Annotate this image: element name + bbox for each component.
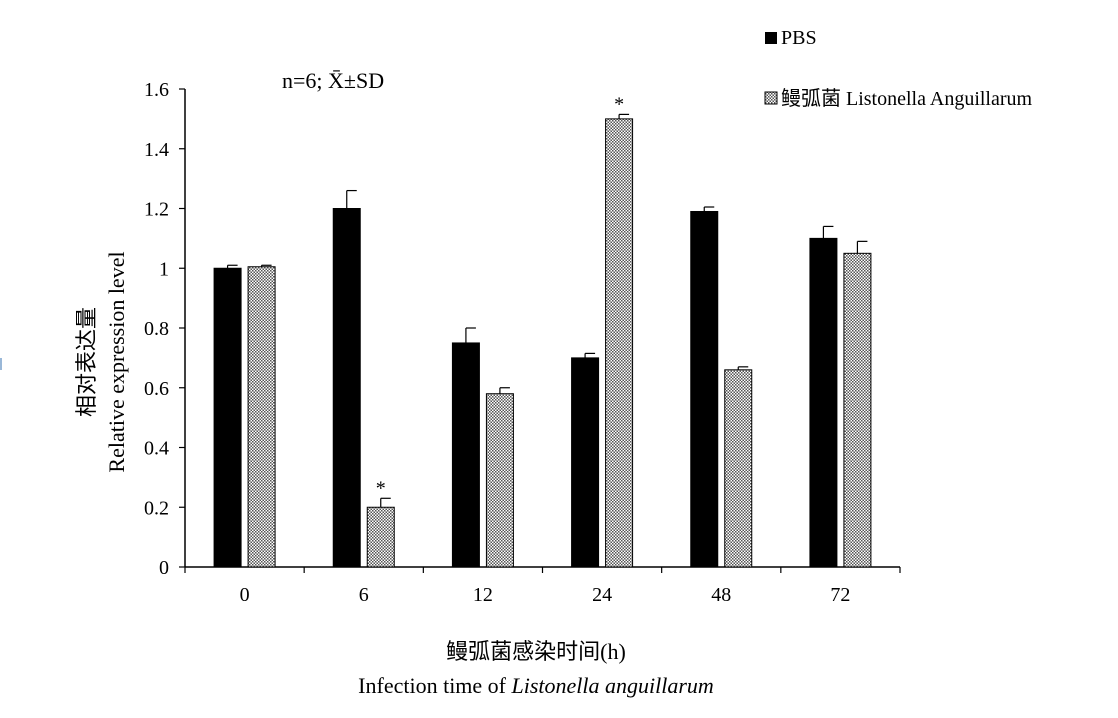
legend-label-infected: 鳗弧菌 Listonella Anguillarum <box>781 87 1033 110</box>
bar-infected-12 <box>485 393 514 568</box>
legend: PBS 鳗弧菌 Listonella Anguillarum <box>764 27 1033 110</box>
y-tick-label: 1 <box>159 258 169 280</box>
bar-infected-6 <box>366 506 395 568</box>
x-tick-label: 0 <box>240 584 250 606</box>
x-tick-label: 6 <box>359 584 369 606</box>
bar-infected-72 <box>843 252 872 568</box>
bar-pbs-12 <box>451 342 480 568</box>
side-marker <box>0 358 2 370</box>
x-tick-label: 72 <box>830 584 850 606</box>
x-tick-label: 24 <box>592 584 612 606</box>
x-tick-label: 12 <box>473 584 493 606</box>
y-tick-label: 1.2 <box>144 199 169 221</box>
bar-pbs-48 <box>690 210 719 568</box>
bar-pbs-6 <box>332 208 361 568</box>
y-tick-label: 0.4 <box>144 438 169 460</box>
y-tick-label: 1.4 <box>144 139 169 161</box>
bar-infected-24 <box>605 118 634 568</box>
x-axis-title-italic: Listonella anguillarum <box>511 673 714 698</box>
x-axis-title: Infection time of Listonella anguillarum <box>358 673 714 698</box>
y-axis-title: Relative expression level <box>104 251 129 472</box>
y-tick-label: 0.8 <box>144 318 169 340</box>
x-axis-title-prefix: Infection time of <box>358 673 511 698</box>
bar-pbs-72 <box>809 237 838 568</box>
legend-label-pbs: PBS <box>781 27 817 49</box>
y-tick-label: 1.6 <box>144 79 169 101</box>
sample-annotation: n=6; X̄±SD <box>282 68 384 93</box>
bar-infected-0 <box>247 266 276 568</box>
bar-pbs-0 <box>213 267 242 568</box>
legend-swatch-infected <box>764 91 778 105</box>
x-axis-title-cn: 鳗弧菌感染时间(h) <box>446 639 626 664</box>
y-tick-label: 0 <box>159 557 169 579</box>
y-axis-title-cn: 相对表达量 <box>74 307 99 417</box>
bar-pbs-24 <box>571 357 600 568</box>
legend-swatch-pbs <box>765 32 777 44</box>
y-tick-label: 0.2 <box>144 497 169 519</box>
x-tick-label: 48 <box>711 584 731 606</box>
bar-infected-48 <box>724 369 753 568</box>
y-tick-label: 0.6 <box>144 378 169 400</box>
significance-star: * <box>614 93 624 115</box>
significance-star: * <box>376 477 386 499</box>
